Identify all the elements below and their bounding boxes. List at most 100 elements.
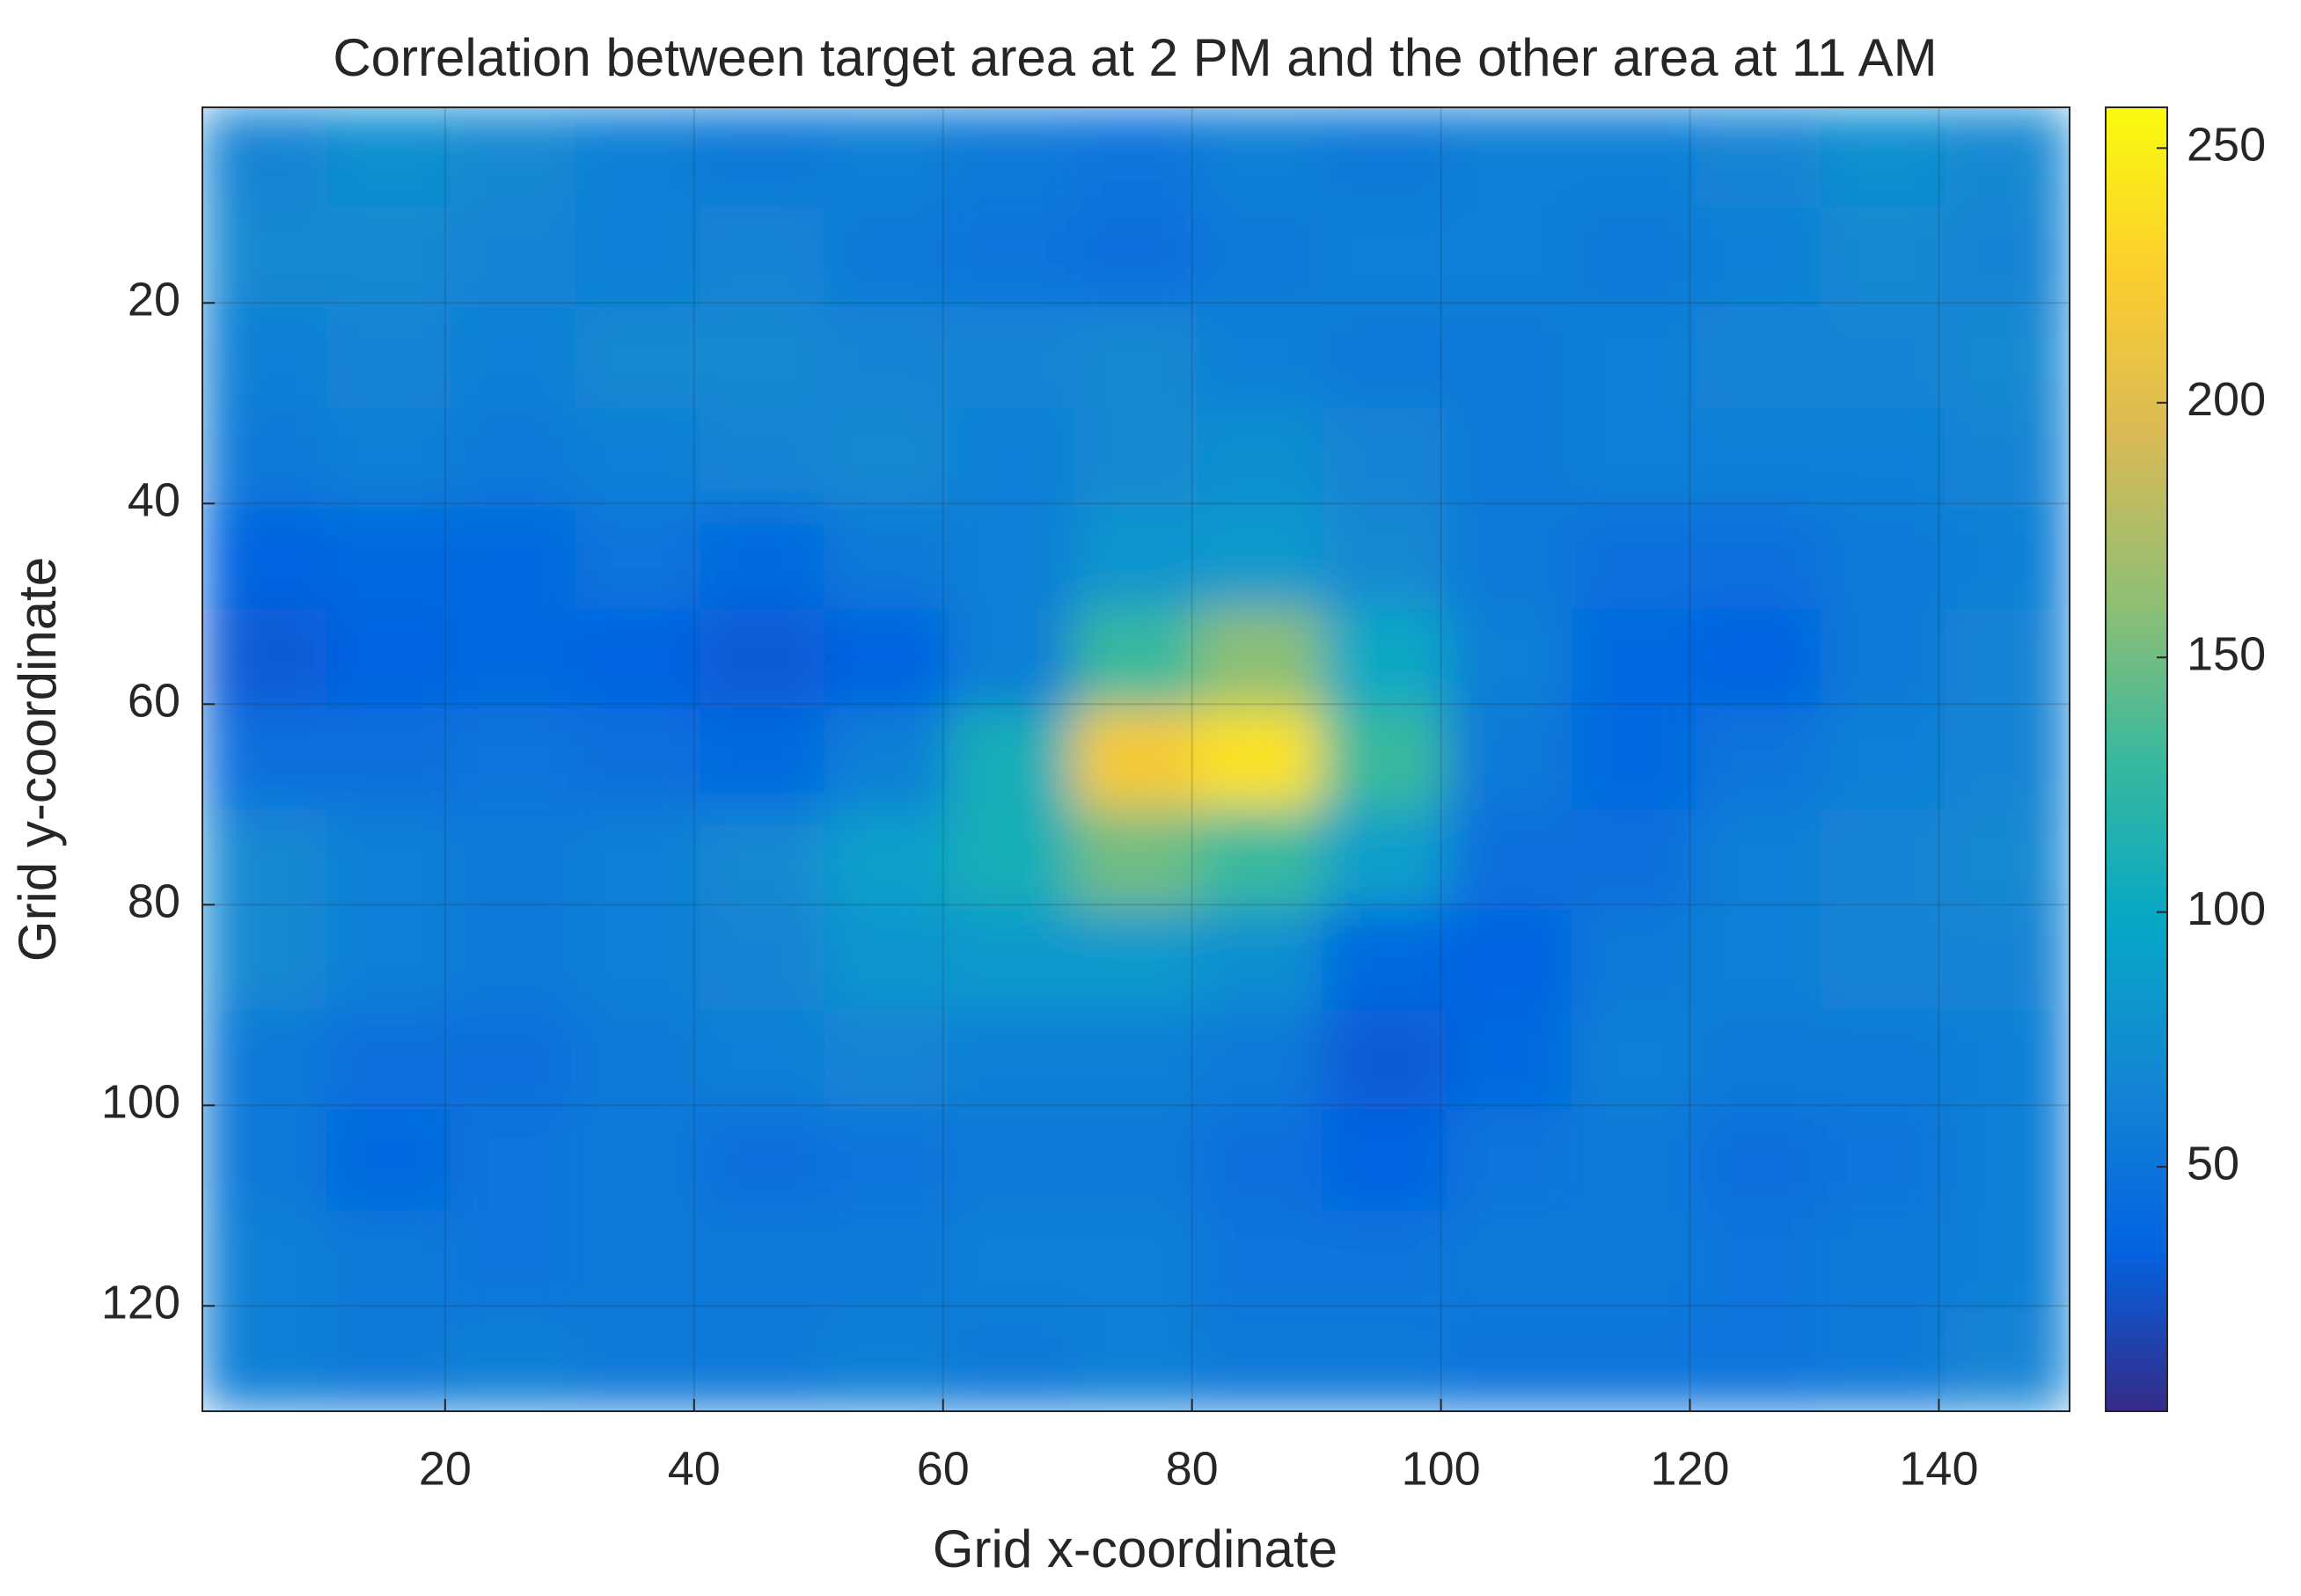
heatmap-cell: [1571, 1310, 1697, 1411]
colorbar-swatch: [2106, 663, 2167, 669]
colorbar-swatch: [2106, 407, 2167, 414]
colorbar-swatch: [2106, 1299, 2167, 1306]
colorbar-swatch: [2106, 453, 2167, 460]
heatmap-cell: [1696, 1310, 1821, 1411]
heatmap-cell: [1198, 207, 1323, 309]
heatmap-cell: [1945, 107, 2070, 209]
heatmap-cell: [575, 1310, 701, 1411]
heatmap-cell: [202, 708, 327, 810]
colorbar-swatch: [2106, 418, 2167, 424]
y-tick-label: 120: [101, 1277, 180, 1329]
colorbar-swatch: [2106, 876, 2167, 882]
heatmap-cell: [575, 909, 701, 1011]
heatmap-cell: [1322, 809, 1448, 911]
colorbar-swatch: [2106, 153, 2167, 159]
colorbar-swatch: [2106, 1197, 2167, 1204]
colorbar-swatch: [2106, 968, 2167, 974]
colorbar-swatch: [2106, 326, 2167, 333]
colorbar-swatch: [2106, 621, 2167, 628]
x-tick-label: 60: [917, 1442, 970, 1495]
colorbar-swatch: [2106, 632, 2167, 638]
colorbar-swatch: [2106, 524, 2167, 531]
heatmap-cell: [202, 508, 327, 610]
colorbar-swatch: [2106, 764, 2167, 771]
colorbar-swatch: [2106, 692, 2167, 699]
heatmap-cell: [824, 307, 950, 409]
heatmap-cell: [326, 909, 452, 1011]
colorbar-swatch: [2106, 851, 2167, 857]
heatmap-cell: [202, 1310, 327, 1411]
colorbar-swatch: [2106, 280, 2167, 287]
colorbar-swatch: [2106, 641, 2167, 648]
heatmap-cell: [326, 809, 452, 911]
heatmap-cell: [949, 307, 1074, 409]
heatmap-cell: [202, 307, 327, 409]
colorbar-swatch: [2106, 780, 2167, 786]
colorbar-swatch: [2106, 1176, 2167, 1183]
heatmap-cell: [1571, 407, 1697, 509]
colorbar-swatch: [2106, 860, 2167, 868]
colorbar-swatch: [2106, 667, 2167, 674]
x-tick-label: 100: [1402, 1442, 1481, 1495]
colorbar-swatch: [2106, 1238, 2167, 1244]
heatmap-cell: [700, 1310, 825, 1411]
heatmap-cell: [575, 1009, 701, 1111]
heatmap-cell: [1820, 107, 1946, 209]
heatmap-cell: [1447, 107, 1572, 209]
colorbar-swatch: [2106, 1365, 2167, 1372]
heatmap-cell: [1945, 1310, 2070, 1411]
heatmap-cell: [326, 708, 452, 810]
heatmap-cell: [824, 407, 950, 509]
heatmap-cell: [1820, 207, 1946, 309]
colorbar-swatch: [2106, 1268, 2167, 1275]
heatmap-cell: [1322, 508, 1448, 610]
heatmap-cell: [949, 1009, 1074, 1111]
heatmap-cell: [1322, 307, 1448, 409]
heatmap-cell: [1322, 608, 1448, 710]
colorbar-swatch: [2106, 1360, 2167, 1366]
colorbar-swatch: [2106, 296, 2167, 302]
colorbar-swatch: [2106, 285, 2167, 292]
colorbar-swatch: [2106, 1386, 2167, 1392]
heatmap-cell: [1820, 407, 1946, 509]
colorbar-swatch: [2106, 1293, 2167, 1300]
x-tick-label: 140: [1899, 1442, 1978, 1495]
colorbar-swatch: [2106, 214, 2167, 221]
colorbar-swatch: [2106, 1131, 2167, 1138]
colorbar-swatch: [2106, 1034, 2167, 1041]
heatmap-cell: [1820, 1310, 1946, 1411]
heatmap-cell: [1198, 107, 1323, 209]
colorbar-swatch: [2106, 275, 2167, 282]
colorbar-swatch: [2106, 1202, 2167, 1209]
colorbar-swatch: [2106, 1125, 2167, 1132]
colorbar-swatch: [2106, 1029, 2167, 1036]
colorbar-swatch: [2106, 948, 2167, 954]
heatmap-cell: [824, 207, 950, 309]
y-tick-label: 100: [101, 1076, 180, 1129]
heatmap-cell: [949, 107, 1074, 209]
heatmap-cell: [575, 307, 701, 409]
colorbar-swatch: [2106, 132, 2167, 139]
colorbar-tick-label: 50: [2187, 1137, 2239, 1190]
colorbar-swatch: [2106, 1227, 2167, 1234]
colorbar-swatch: [2106, 723, 2167, 730]
colorbar-swatch: [2106, 718, 2167, 725]
colorbar-swatch: [2106, 428, 2167, 435]
heatmap-cell: [1073, 1310, 1199, 1411]
heatmap-cell: [1571, 608, 1697, 710]
heatmap-cell: [326, 307, 452, 409]
colorbar-swatch: [2106, 1116, 2167, 1122]
colorbar-swatch: [2106, 290, 2167, 297]
heatmap-cell: [1571, 909, 1697, 1011]
heatmap-cell: [1447, 1109, 1572, 1212]
axes: 20 40 60 80 100 120 140 20 40 60 80 100 120 50 100 150 2…: [101, 106, 2266, 1495]
colorbar-swatch: [2106, 1375, 2167, 1382]
colorbar-swatch: [2106, 1065, 2167, 1071]
heatmap-cell: [1447, 708, 1572, 810]
heatmap-cell: [824, 508, 950, 610]
colorbar-swatch: [2106, 112, 2167, 119]
colorbar-swatch: [2106, 1304, 2167, 1311]
heatmap-cell: [202, 608, 327, 710]
colorbar-swatch: [2106, 698, 2167, 705]
